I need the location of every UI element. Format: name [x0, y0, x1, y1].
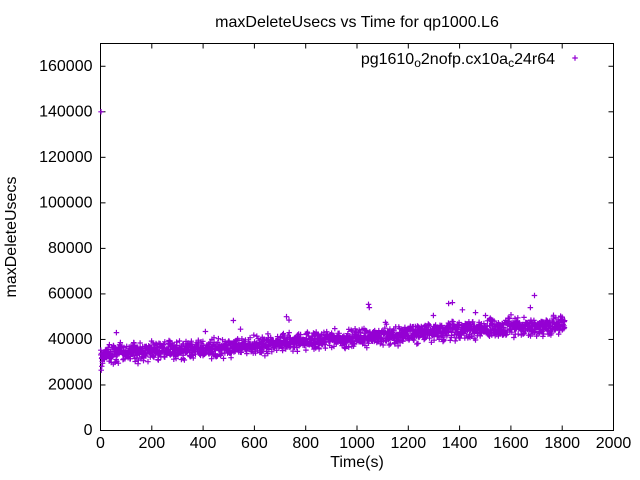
x-tick-label: 200: [138, 435, 165, 452]
x-tick-label: 400: [190, 435, 217, 452]
x-tick-label: 1400: [442, 435, 478, 452]
y-tick-label: 20000: [48, 376, 93, 393]
y-tick-label: 60000: [48, 285, 93, 302]
legend-label: pg1610o2nofp.cx10ac24r64: [361, 51, 555, 70]
x-tick-label: 0: [96, 435, 105, 452]
x-tick-label: 2000: [596, 435, 632, 452]
y-tick-label: 100000: [39, 194, 92, 211]
axis-ticks: 0 200 400 600 800 1000 1200 1400 1600 1800 2000020…: [39, 43, 632, 452]
x-tick-label: 800: [292, 435, 319, 452]
legend: pg1610o2nofp.cx10ac24r64: [361, 51, 578, 70]
x-tick-label: 1000: [339, 435, 375, 452]
data-points-series-0: [98, 109, 568, 373]
x-tick-label: 1600: [493, 435, 529, 452]
y-axis-label: maxDeleteUsecs: [3, 177, 20, 298]
x-tick-label: 1200: [391, 435, 427, 452]
y-tick-label: 120000: [39, 149, 92, 166]
x-axis-label: Time(s): [330, 454, 384, 471]
y-tick-label: 140000: [39, 103, 92, 120]
y-tick-label: 80000: [48, 240, 93, 257]
y-tick-label: 40000: [48, 331, 93, 348]
y-tick-label: 0: [84, 422, 93, 439]
plus-marker-icon: [572, 55, 578, 61]
y-tick-label: 160000: [39, 58, 92, 75]
chart-title: maxDeleteUsecs vs Time for qp1000.L6: [215, 14, 499, 31]
x-tick-label: 1800: [544, 435, 580, 452]
x-tick-label: 600: [241, 435, 268, 452]
